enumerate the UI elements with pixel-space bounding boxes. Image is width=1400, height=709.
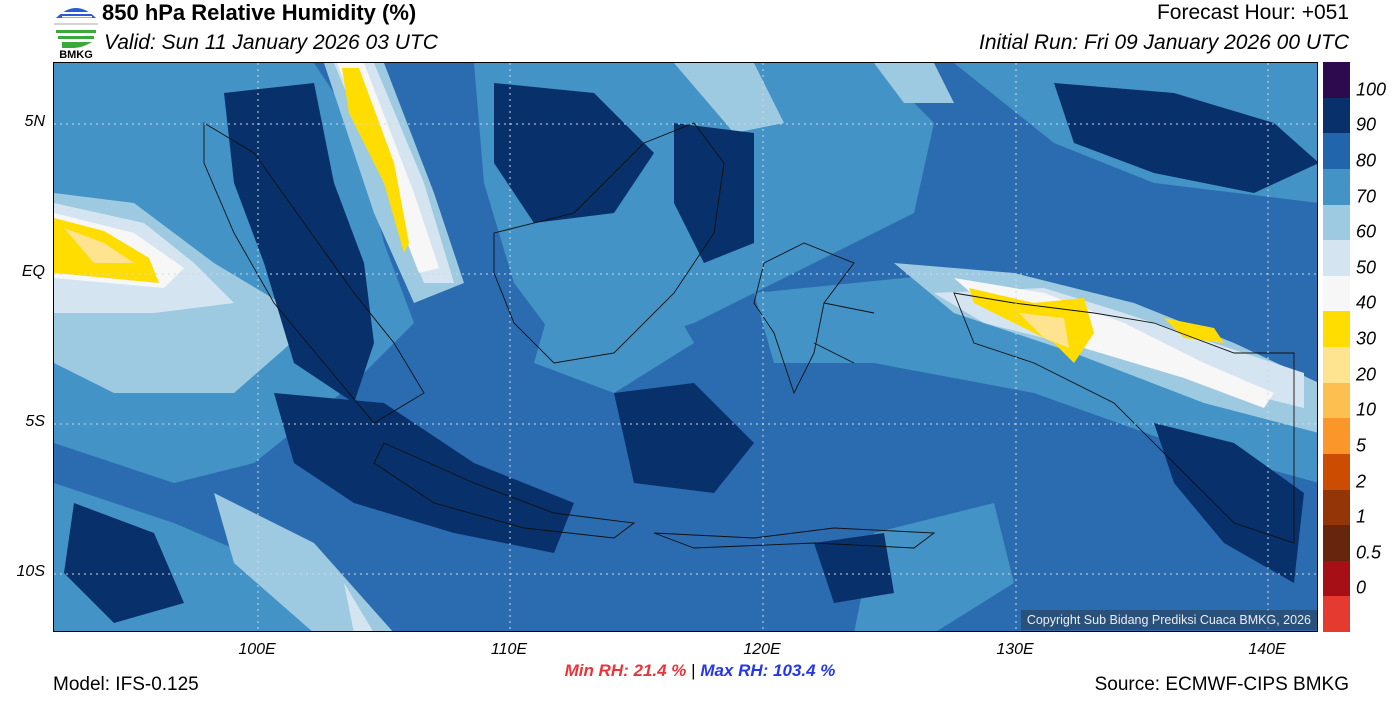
rh-extremes: Min RH: 21.4 % | Max RH: 103.4 % [0,661,1400,681]
colorbar-label: 90 [1356,114,1377,135]
copyright-notice: Copyright Sub Bidang Prediksi Cuaca BMKG… [1020,610,1317,630]
chart-title: 850 hPa Relative Humidity (%) [102,0,417,25]
lon-label-140e: 140E [1248,641,1286,658]
colorbar-label: 0 [1356,577,1367,598]
coastlines [203,122,1295,549]
colorbar-label: 50 [1356,257,1377,278]
colorbar-block [1323,453,1350,490]
rh-20-30-areas [64,228,1069,348]
min-rh: Min RH: 21.4 % [564,661,687,680]
colorbar-label: 80 [1356,150,1377,171]
lat-label-eq: EQ [21,263,45,280]
colorbar-block [1323,596,1350,632]
colorbar-label: 1 [1356,506,1367,527]
lon-label-100e: 100E [238,641,276,658]
colorbar-label: 100 [1356,79,1387,100]
gridlines [54,63,1317,631]
colorbar-block [1323,168,1350,205]
colorbar [1323,62,1350,632]
logo-text: BMKG [59,49,93,60]
humidity-map [53,62,1318,632]
source-label: Source: ECMWF-CIPS BMKG [1094,674,1349,695]
forecast-hour: Forecast Hour: +051 [1156,1,1349,24]
colorbar-block [1323,97,1350,134]
max-rh: Max RH: 103.4 % [700,661,836,680]
colorbar-label: 30 [1356,328,1377,349]
colorbar-block [1323,347,1350,383]
colorbar-block [1323,489,1350,526]
colorbar-block [1323,382,1350,419]
lon-label-130e: 130E [996,641,1034,658]
colorbar-block [1323,240,1350,276]
initial-run: Initial Run: Fri 09 January 2026 00 UTC [978,31,1349,54]
colorbar-label: 20 [1356,364,1377,385]
bmkg-logo: BMKG [52,2,100,61]
colorbar-block [1323,62,1350,98]
lon-label-110e: 110E [490,641,528,658]
lat-label-5s: 5S [25,413,45,430]
colorbar-label: 10 [1356,399,1377,420]
colorbar-block [1323,311,1350,347]
colorbar-block [1323,133,1350,169]
colorbar-block [1323,418,1350,454]
valid-time: Valid: Sun 11 January 2026 03 UTC [104,31,438,54]
colorbar-label: 60 [1356,221,1377,242]
model-label: Model: IFS-0.125 [53,674,199,695]
colorbar-block [1323,560,1350,597]
colorbar-label: 2 [1356,471,1367,491]
colorbar-label: 5 [1356,435,1367,456]
lat-label-5n: 5N [24,113,45,130]
lon-label-120e: 120E [743,641,781,658]
separator: | [691,661,696,680]
colorbar-block [1323,275,1350,312]
colorbar-block [1323,204,1350,241]
colorbar-label: 0.5 [1356,542,1382,563]
colorbar-label: 40 [1356,292,1377,313]
colorbar-label: 70 [1356,186,1377,206]
colorbar-block [1323,525,1350,561]
lat-label-10s: 10S [16,563,45,580]
